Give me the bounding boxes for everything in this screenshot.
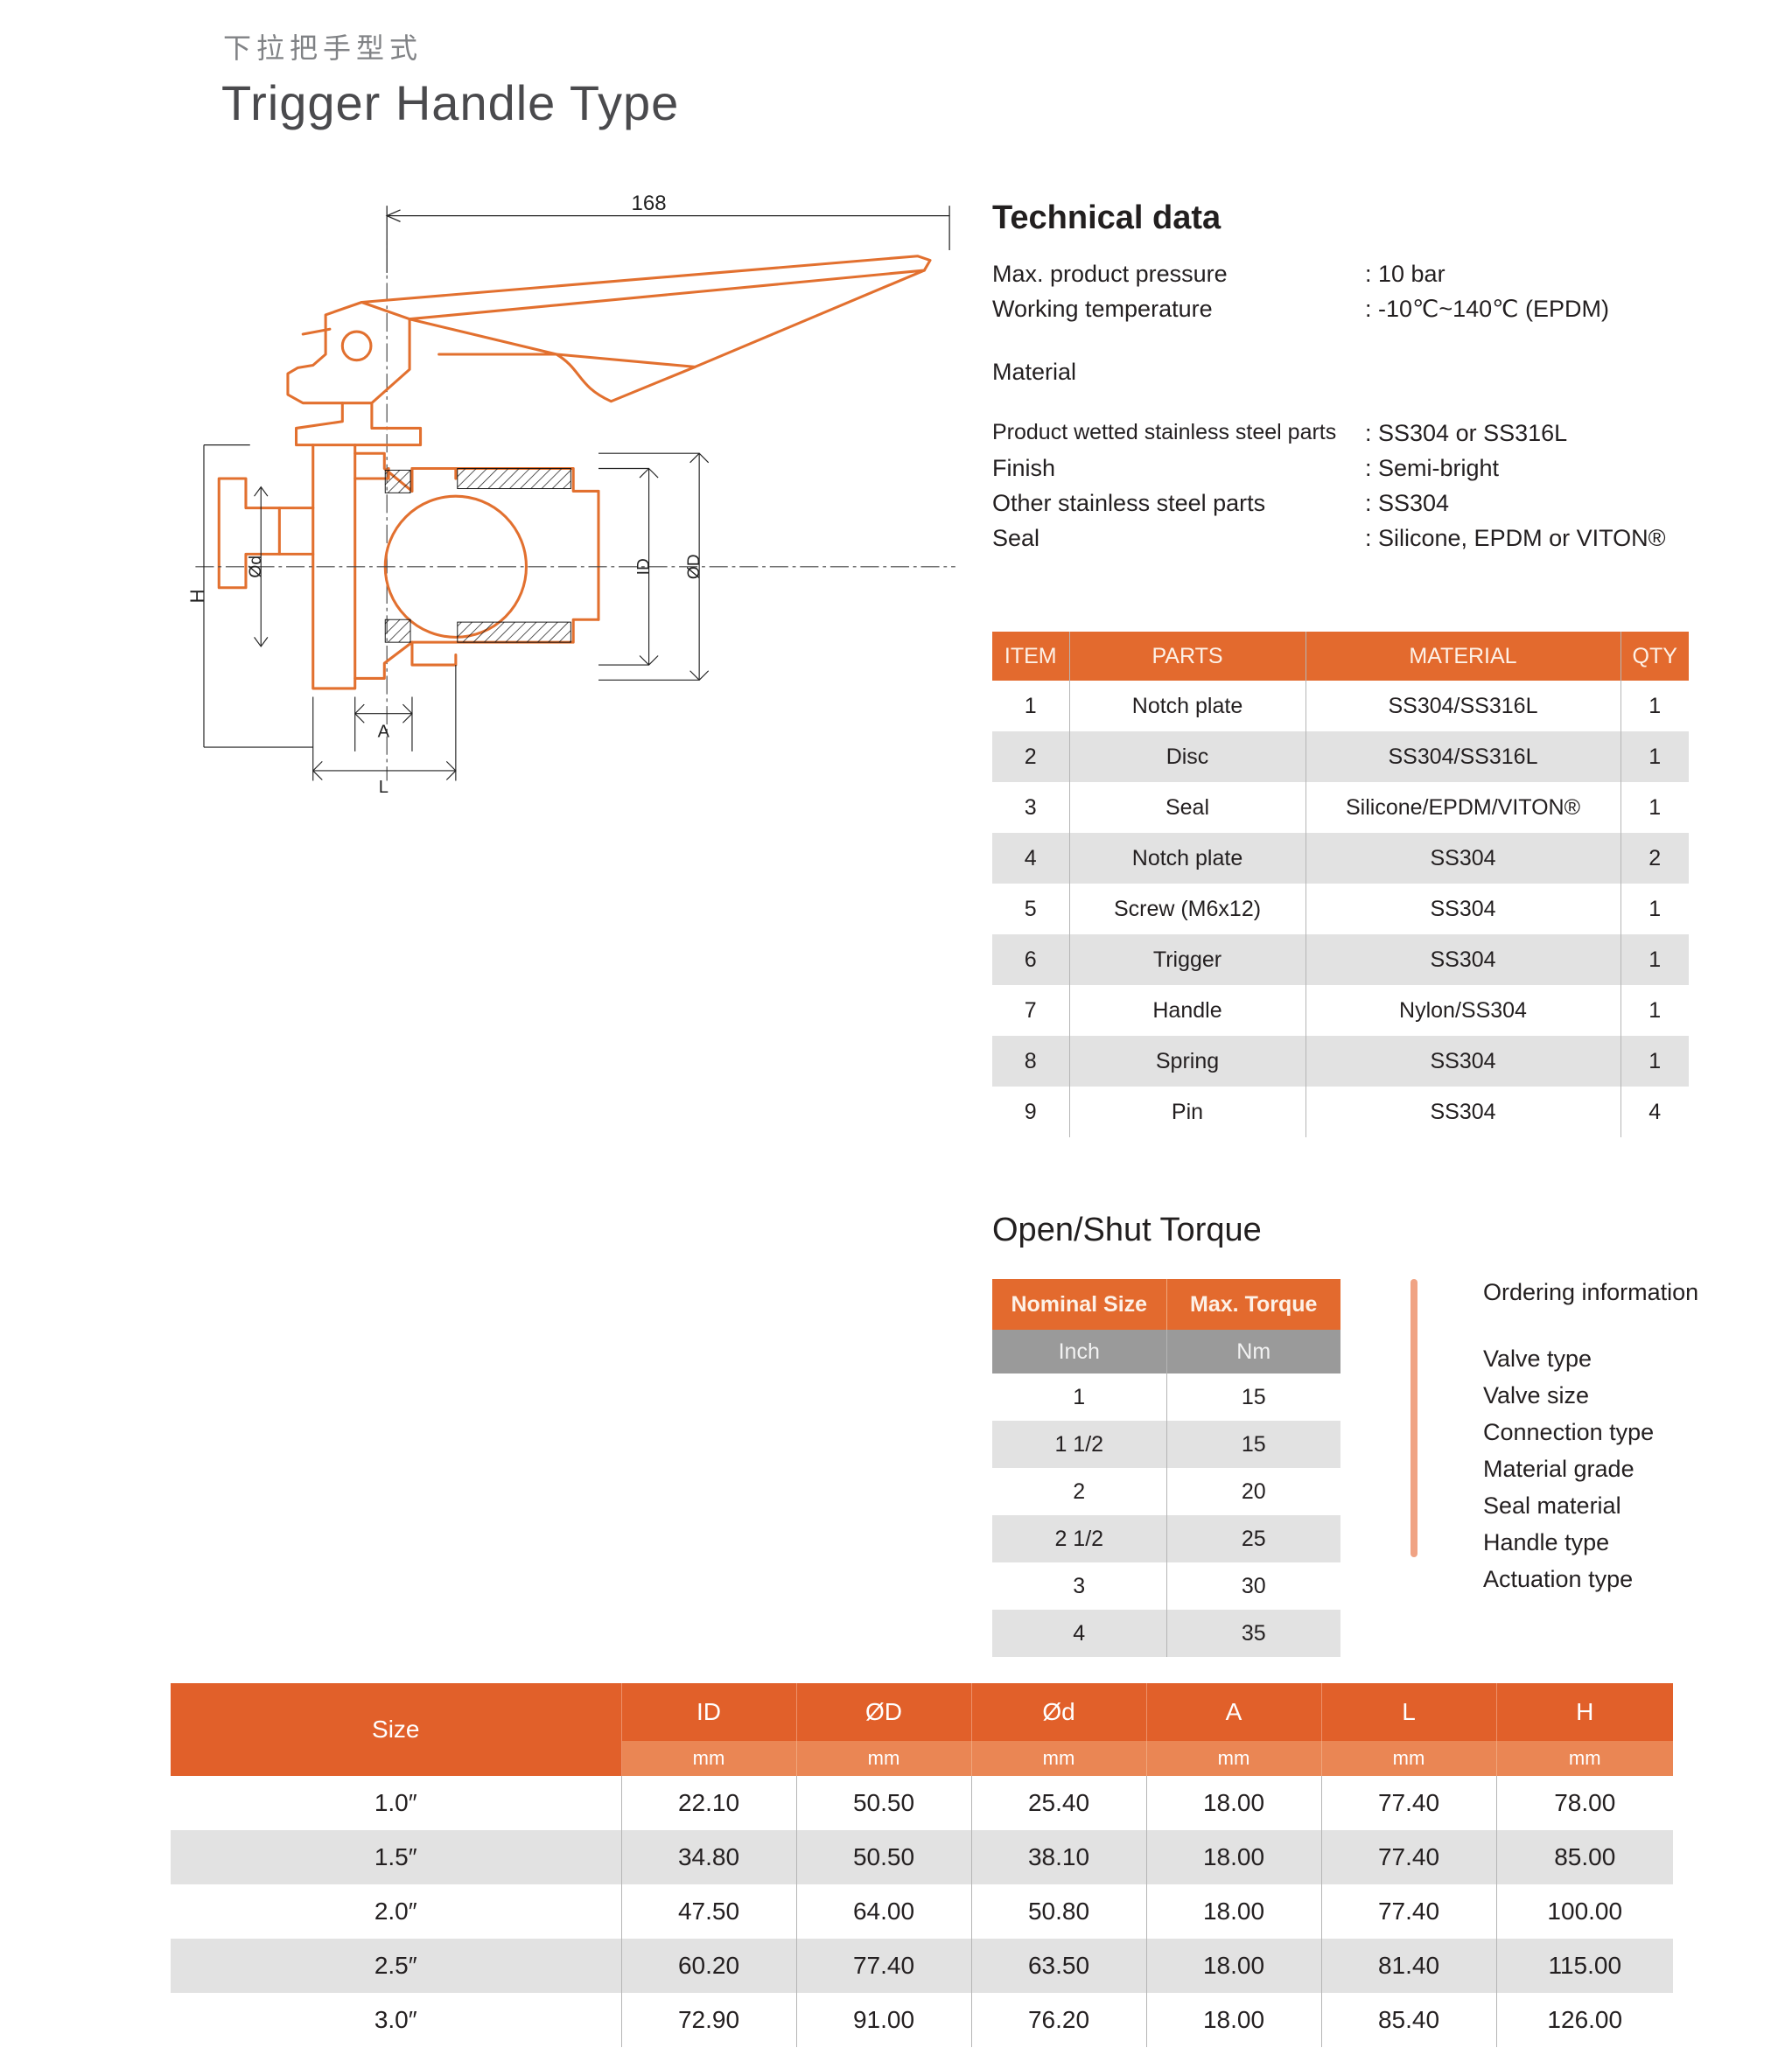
svg-text:A: A [378, 723, 390, 742]
svg-text:ID: ID [635, 558, 654, 575]
svg-text:H: H [186, 589, 208, 603]
svg-text:ØD: ØD [685, 554, 704, 579]
svg-text:L: L [379, 778, 388, 797]
svg-text:Ød: Ød [247, 556, 265, 578]
svg-text:168: 168 [632, 192, 667, 215]
